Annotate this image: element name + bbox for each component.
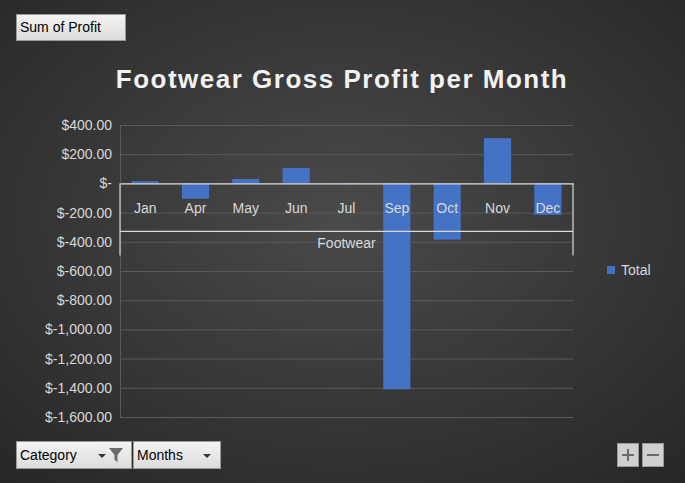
y-tick: $-1,000.00 [45,321,120,337]
filter-icon[interactable] [109,448,123,462]
x-tick: Apr [185,183,207,216]
x-tick-label: Nov [485,200,510,216]
button-icon[interactable] [627,449,629,461]
y-tick: $400.00 [61,117,120,133]
button-box[interactable] [643,444,664,467]
x-tick: Jul [338,183,356,216]
y-tick-label: $-1,000.00 [45,321,112,337]
x-tick: Oct [436,183,458,216]
background [0,0,685,483]
x-tick-label: Apr [185,200,207,216]
y-tick-label: $-1,200.00 [45,351,112,367]
category-group-label: Footwear [317,235,376,251]
button-box[interactable] [17,15,126,41]
button-label[interactable]: Months [137,447,183,463]
x-tick-label: Dec [535,200,560,216]
collapse-button[interactable] [643,444,664,467]
x-tick-label: Jul [338,200,356,216]
bar [383,183,410,389]
y-tick: $-200.00 [57,205,120,221]
x-tick-label: Oct [436,200,458,216]
x-tick-label: Jun [285,200,308,216]
y-tick: $-600.00 [57,263,120,279]
y-tick-label: $200.00 [61,146,112,162]
y-tick: $- [100,175,120,191]
category-bracket [120,183,573,255]
category-field-button[interactable]: Category [17,442,132,469]
x-axis: Jan Apr May Jun Jul Sep Oct Nov Dec [121,183,574,216]
title: Footwear Gross Profit per Month [116,64,568,94]
bar [232,179,259,183]
bars [132,138,562,389]
y-tick: $-1,600.00 [45,409,120,425]
button-box[interactable] [17,442,132,469]
value-field-button[interactable]: Sum of Profit [17,15,126,41]
y-tick-label: $-800.00 [57,292,112,308]
legend-label: Total [621,262,651,278]
y-tick: $200.00 [61,146,120,162]
grid-line [120,183,573,184]
months-field-button[interactable]: Months [134,442,221,469]
y-axis-line [120,126,121,418]
button-box[interactable] [618,444,639,467]
button-label[interactable]: Category [20,447,77,463]
y-tick-label: $-1,400.00 [45,380,112,396]
chart: Footwear Gross Profit per Month $-1,600.0… [0,0,685,483]
button-icon[interactable] [647,454,659,456]
legend: Total [607,262,651,278]
grid-line [120,125,573,126]
grid [120,126,573,418]
x-tick: Dec [535,183,560,216]
dropdown-arrow[interactable] [203,454,211,458]
y-tick: $-800.00 [57,292,120,308]
y-axis: $-1,600.00 $-1,400.00 $-1,200.00 $-1,000.00… [45,117,120,425]
button-box[interactable] [134,442,221,469]
bracket-line [119,183,120,255]
x-tick-label: Jan [134,200,157,216]
grid-line [120,359,573,360]
y-tick-label: $-1,600.00 [45,409,112,425]
x-tick: Sep [384,183,409,216]
legend-swatch [607,266,615,274]
y-tick-label: $400.00 [61,117,112,133]
y-tick: $-400.00 [57,234,120,250]
bar [132,181,159,183]
y-tick-label: $- [100,175,113,191]
y-tick-label: $-400.00 [57,234,112,250]
dropdown-arrow[interactable] [98,454,106,458]
x-tick-label: Sep [384,200,409,216]
grid-line [120,300,573,301]
y-tick: $-1,200.00 [45,351,120,367]
x-tick: Nov [485,183,510,216]
x-tick: Jan [134,183,157,216]
y-tick-label: $-200.00 [57,205,112,221]
button-label[interactable]: Sum of Profit [20,19,101,35]
expand-button[interactable] [618,444,639,467]
x-axis-line [121,183,574,184]
bracket-line [120,231,573,232]
x-tick: Jun [285,183,308,216]
bar [283,168,310,183]
bar [484,138,511,183]
grid-line [120,329,573,330]
x-tick: May [233,183,259,216]
x-tick-label: May [233,200,259,216]
grid-line [120,271,573,272]
grid-line [120,388,573,389]
bar [182,183,209,198]
grid-line [120,417,573,418]
bracket-line [572,183,573,255]
y-tick-label: $-600.00 [57,263,112,279]
y-tick: $-1,400.00 [45,380,120,396]
